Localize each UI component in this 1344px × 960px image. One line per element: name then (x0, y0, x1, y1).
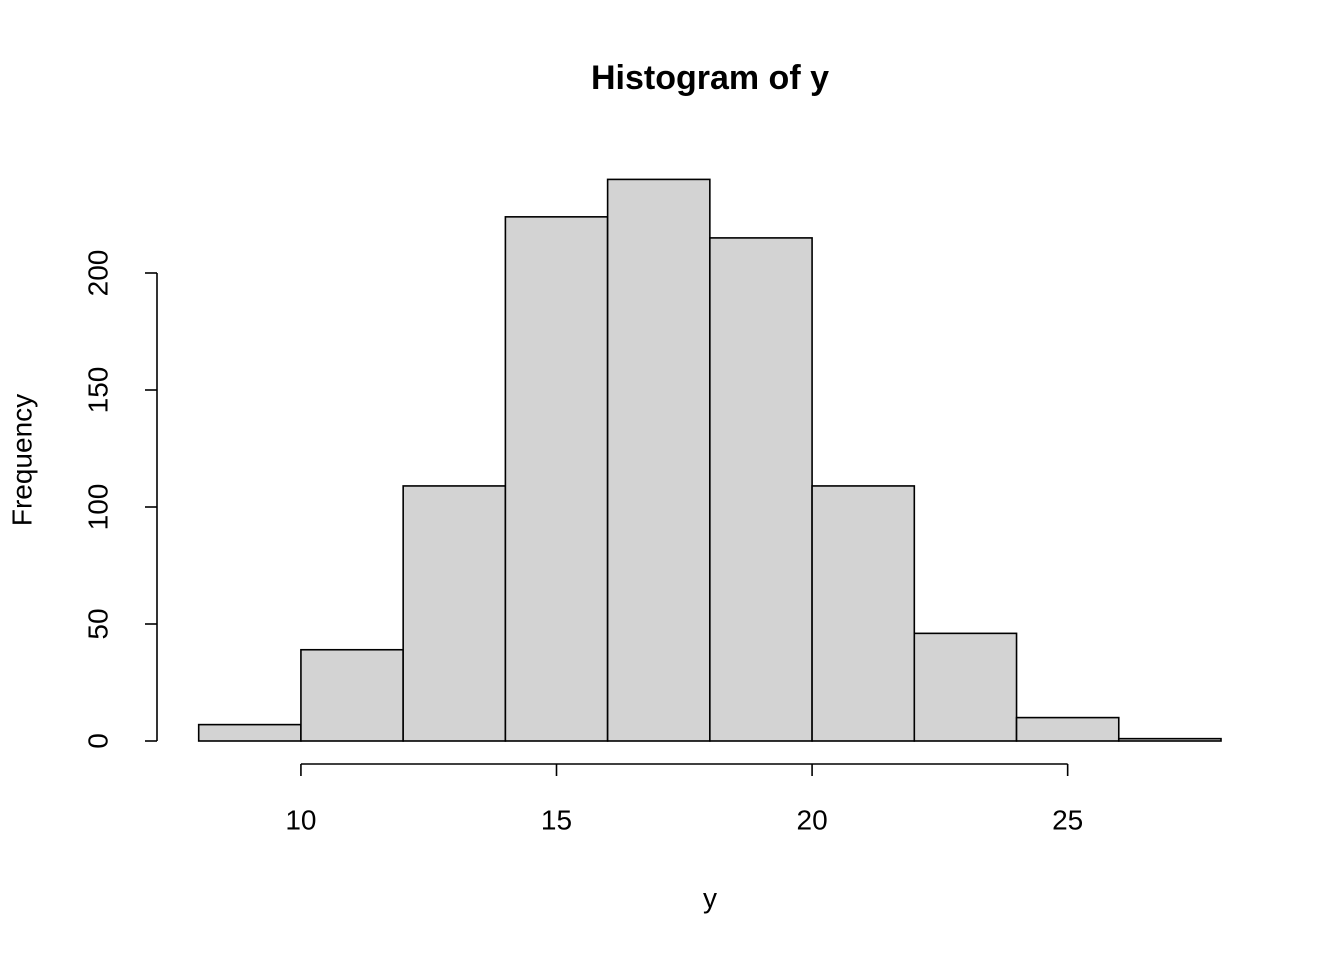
y-tick-label: 150 (82, 367, 113, 414)
x-tick-label: 10 (285, 804, 316, 835)
bar (402, 485, 507, 742)
bar (811, 485, 916, 742)
x-tick-label: 15 (541, 804, 572, 835)
bar (1015, 716, 1120, 742)
y-tick-label: 50 (82, 608, 113, 639)
bar (913, 632, 1018, 742)
bar (606, 178, 711, 742)
bar (197, 723, 302, 742)
bar (300, 648, 404, 742)
y-tick-label: 100 (82, 484, 113, 531)
bar (504, 216, 609, 742)
y-tick-label: 0 (82, 733, 113, 749)
bar (709, 237, 813, 742)
y-axis-label: Frequency (6, 394, 37, 526)
y-tick-label: 200 (82, 250, 113, 297)
bar (1117, 737, 1222, 742)
x-tick-label: 25 (1052, 804, 1083, 835)
x-tick-label: 20 (797, 804, 828, 835)
x-axis-label: y (703, 882, 717, 913)
chart-title: Histogram of y (591, 59, 829, 97)
